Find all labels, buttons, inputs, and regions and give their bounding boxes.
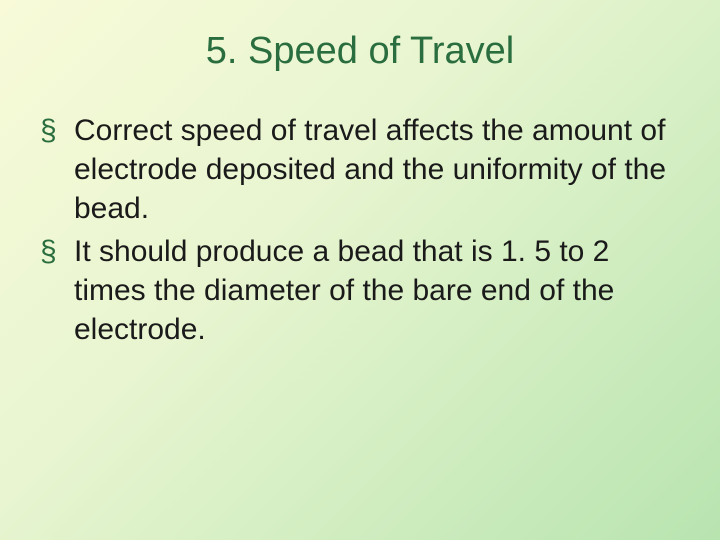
bullet-text: It should produce a bead that is 1. 5 to… (74, 235, 614, 346)
slide-title: 5. Speed of Travel (40, 30, 680, 73)
bullet-text: Correct speed of travel affects the amou… (74, 114, 666, 225)
bullet-icon: § (40, 232, 57, 271)
slide-body: § Correct speed of travel affects the am… (40, 111, 680, 349)
list-item: § It should produce a bead that is 1. 5 … (40, 232, 680, 349)
bullet-icon: § (40, 111, 57, 150)
list-item: § Correct speed of travel affects the am… (40, 111, 680, 228)
slide: 5. Speed of Travel § Correct speed of tr… (0, 0, 720, 540)
